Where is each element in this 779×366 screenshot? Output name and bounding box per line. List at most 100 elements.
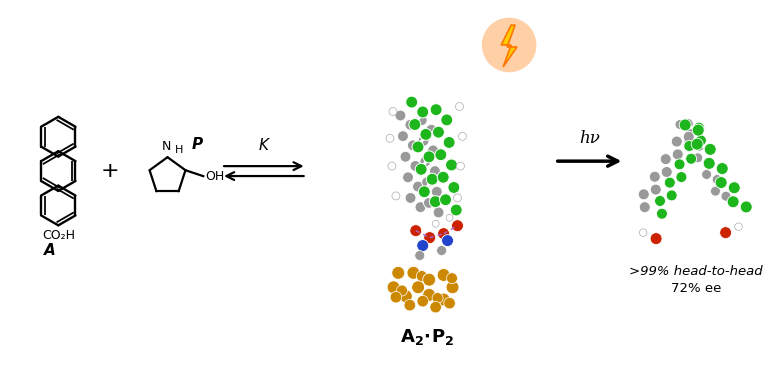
Circle shape: [676, 172, 687, 183]
Circle shape: [654, 195, 665, 206]
Circle shape: [405, 119, 416, 130]
Circle shape: [420, 156, 431, 167]
Circle shape: [438, 228, 449, 240]
Circle shape: [411, 281, 425, 294]
Circle shape: [437, 269, 450, 281]
Circle shape: [432, 292, 443, 303]
Circle shape: [432, 220, 439, 227]
Circle shape: [414, 250, 425, 261]
Circle shape: [683, 131, 694, 142]
Circle shape: [740, 201, 753, 213]
Circle shape: [693, 124, 704, 136]
Circle shape: [671, 136, 682, 147]
Circle shape: [459, 132, 467, 140]
Circle shape: [404, 299, 415, 311]
Circle shape: [428, 145, 439, 156]
Circle shape: [397, 285, 407, 296]
Circle shape: [413, 181, 424, 192]
Circle shape: [721, 191, 731, 201]
Circle shape: [693, 122, 704, 133]
Circle shape: [426, 124, 437, 135]
Circle shape: [712, 175, 722, 184]
Circle shape: [640, 229, 647, 236]
Circle shape: [638, 189, 649, 200]
Circle shape: [710, 186, 721, 196]
Circle shape: [682, 119, 693, 130]
Circle shape: [424, 197, 435, 208]
Circle shape: [418, 186, 430, 198]
Text: hν: hν: [579, 130, 600, 147]
Circle shape: [392, 266, 405, 279]
Circle shape: [403, 172, 414, 183]
Circle shape: [400, 151, 411, 162]
Circle shape: [666, 190, 677, 201]
Circle shape: [446, 273, 457, 284]
Circle shape: [407, 140, 418, 151]
Circle shape: [417, 106, 428, 118]
Circle shape: [443, 137, 455, 148]
Circle shape: [423, 273, 435, 286]
Circle shape: [388, 162, 396, 170]
Circle shape: [410, 225, 421, 237]
Circle shape: [735, 223, 742, 231]
Polygon shape: [501, 25, 517, 67]
Text: H: H: [174, 145, 183, 155]
Circle shape: [432, 126, 445, 138]
Ellipse shape: [482, 18, 537, 72]
Circle shape: [397, 131, 408, 142]
Text: K: K: [259, 138, 269, 153]
Circle shape: [423, 151, 435, 163]
Circle shape: [448, 182, 460, 194]
Circle shape: [387, 281, 400, 294]
Circle shape: [674, 159, 685, 170]
Circle shape: [437, 246, 446, 255]
Circle shape: [421, 177, 432, 188]
Circle shape: [423, 288, 435, 301]
Circle shape: [450, 204, 462, 216]
Circle shape: [704, 143, 716, 155]
Circle shape: [686, 153, 696, 164]
Circle shape: [728, 196, 739, 208]
Circle shape: [691, 138, 703, 150]
Circle shape: [693, 153, 703, 163]
Circle shape: [650, 184, 661, 195]
Circle shape: [395, 110, 406, 121]
Circle shape: [720, 227, 731, 239]
Circle shape: [435, 149, 447, 161]
Circle shape: [430, 301, 442, 313]
Circle shape: [453, 194, 461, 202]
Circle shape: [640, 202, 650, 213]
Text: 72% ee: 72% ee: [671, 282, 721, 295]
Circle shape: [696, 135, 707, 146]
Circle shape: [415, 202, 426, 213]
Circle shape: [417, 240, 428, 251]
Circle shape: [417, 295, 428, 307]
Circle shape: [684, 136, 694, 146]
Circle shape: [661, 167, 672, 178]
Circle shape: [426, 173, 438, 185]
Circle shape: [429, 196, 441, 208]
Circle shape: [418, 135, 429, 146]
Circle shape: [650, 233, 662, 244]
Text: P: P: [192, 137, 203, 152]
Circle shape: [415, 163, 427, 175]
Text: A: A: [44, 243, 56, 258]
Circle shape: [664, 177, 675, 188]
Circle shape: [442, 235, 453, 247]
Circle shape: [437, 293, 450, 306]
Circle shape: [715, 177, 727, 188]
Circle shape: [684, 141, 695, 152]
Circle shape: [446, 159, 457, 171]
Circle shape: [407, 266, 420, 279]
Circle shape: [703, 157, 715, 169]
Circle shape: [390, 291, 402, 303]
Circle shape: [389, 108, 397, 116]
Circle shape: [424, 232, 435, 244]
Circle shape: [441, 114, 453, 126]
Circle shape: [661, 154, 671, 165]
Circle shape: [444, 298, 455, 309]
Text: $\mathbf{A_2 \!\cdot\! P_2}$: $\mathbf{A_2 \!\cdot\! P_2}$: [400, 327, 455, 347]
Circle shape: [694, 141, 704, 151]
Circle shape: [456, 102, 464, 111]
Circle shape: [437, 171, 449, 183]
